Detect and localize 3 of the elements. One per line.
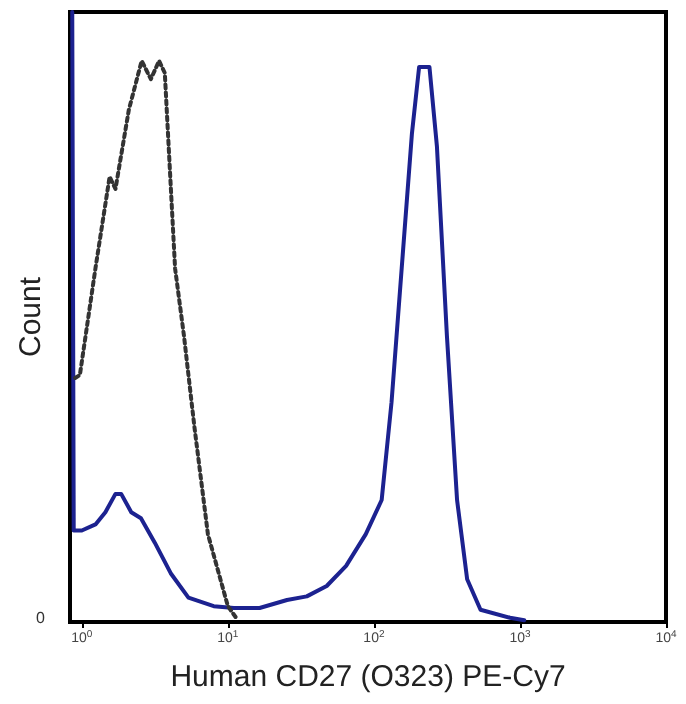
x-axis-title: Human CD27 (O323) PE-Cy7 xyxy=(170,660,566,694)
y-axis-title: Count xyxy=(14,275,48,358)
text: 0 xyxy=(36,609,46,627)
